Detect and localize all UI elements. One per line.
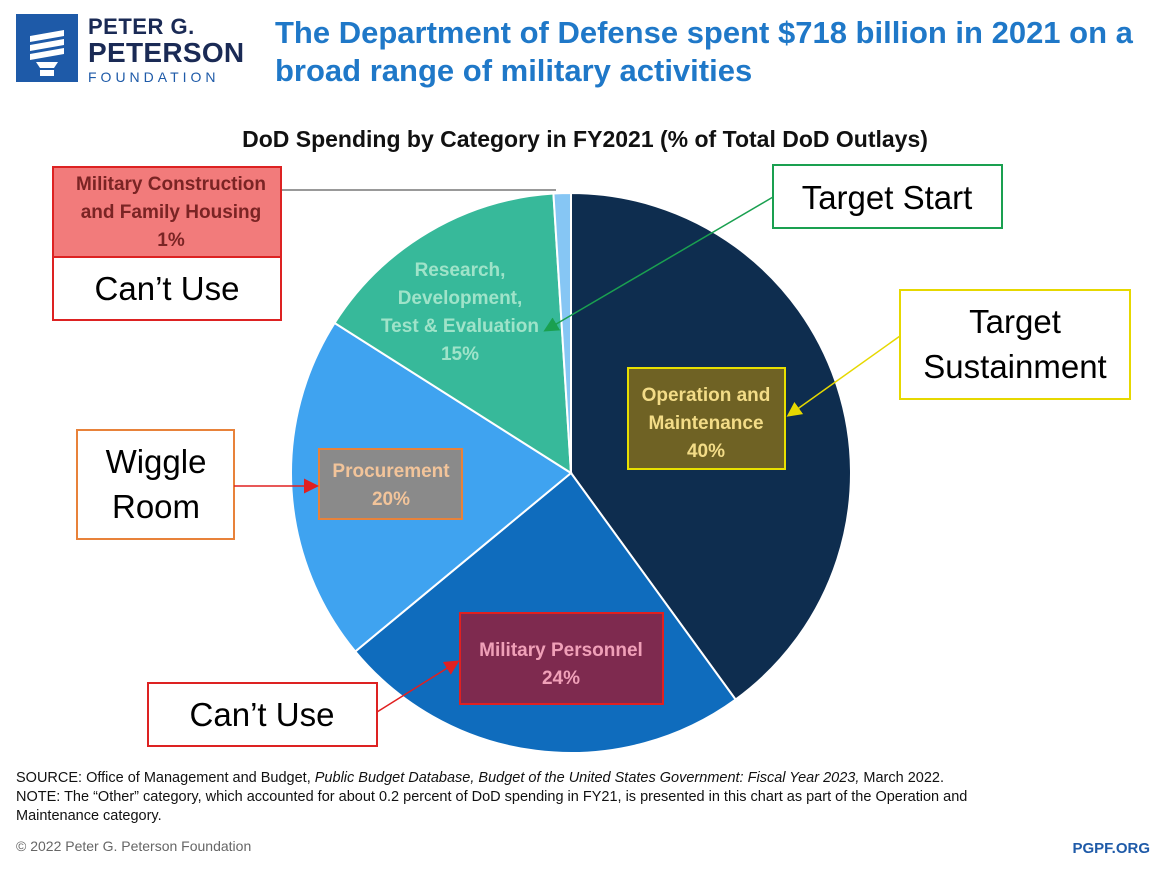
torch-icon — [16, 14, 78, 82]
annotation-target-start: Target Start — [802, 179, 973, 216]
slice-military-construction — [552, 191, 572, 474]
logo-line-1: PETER G. — [88, 14, 195, 39]
headline: The Department of Defense spent $718 bil… — [275, 15, 1133, 88]
source-publication: Public Budget Database, Budget of the Un… — [314, 770, 860, 786]
slice-label-military-construction-2: and Family Housing — [81, 202, 262, 223]
slice-label-procurement-1: Procurement — [332, 461, 450, 482]
annotation-target-sustainment-arrow — [786, 335, 901, 417]
slice-label-rdte-4: 15% — [441, 344, 479, 365]
chart-title: DoD Spending by Category in FY2021 (% of… — [242, 126, 928, 152]
label-box-procurement — [318, 448, 463, 520]
slice-label-operation-maintenance-2: Maintenance — [648, 413, 763, 434]
label-box-military-construction — [52, 166, 282, 258]
slice-label-military-personnel-2: 24% — [542, 668, 580, 689]
note-line-2: Maintenance category. — [16, 808, 162, 824]
source-prefix: SOURCE: Office of Management and Budget, — [16, 770, 315, 786]
annotation-wiggle-room-1: Wiggle — [106, 443, 207, 480]
logo-line-3: FOUNDATION — [88, 69, 220, 85]
slice-label-rdte-1: Research, — [415, 260, 506, 281]
slice-label-rdte-3: Test & Evaluation — [381, 316, 539, 337]
label-box-operation-maintenance — [627, 367, 786, 470]
annotation-target-start-box — [772, 164, 1003, 229]
site-link[interactable]: PGPF.ORG — [1072, 840, 1150, 857]
annotation-target-sustainment-box — [899, 289, 1131, 400]
slice-label-operation-maintenance-3: 40% — [687, 441, 725, 462]
annotation-target-sustainment-1: Target — [969, 303, 1061, 340]
annotation-wiggle-room-box — [76, 429, 235, 540]
slice-label-military-personnel-1: Military Personnel — [479, 640, 643, 661]
note-line-1: NOTE: The “Other” category, which accoun… — [16, 789, 968, 805]
label-box-military-personnel — [459, 612, 664, 705]
slice-label-procurement-2: 20% — [372, 489, 410, 510]
annotation-wiggle-room-2: Room — [112, 488, 200, 525]
annotation-cant-use-bottom-box — [147, 682, 378, 747]
logo: PETER G. PETERSON FOUNDATION — [16, 14, 245, 85]
annotation-target-sustainment-2: Sustainment — [923, 348, 1106, 385]
slice-rdte — [333, 192, 573, 475]
slice-label-military-construction-3: 1% — [157, 230, 185, 251]
annotation-target-start-arrow — [543, 196, 774, 332]
source-note: SOURCE: Office of Management and Budget,… — [16, 769, 1156, 826]
source-date: March 2022. — [859, 770, 945, 786]
annotation-cant-use-bottom: Can’t Use — [190, 696, 335, 733]
slice-label-military-construction-1: Military Construction — [76, 174, 266, 195]
copyright: © 2022 Peter G. Peterson Foundation — [16, 838, 252, 854]
annotation-cant-use-top-box — [52, 256, 282, 321]
logo-line-2: PETERSON — [88, 37, 245, 68]
slice-label-operation-maintenance-1: Operation and — [642, 385, 771, 406]
annotation-cant-use-bottom-arrow — [376, 660, 460, 713]
annotation-cant-use-top: Can’t Use — [95, 270, 240, 307]
slice-label-rdte-2: Development, — [398, 288, 523, 309]
